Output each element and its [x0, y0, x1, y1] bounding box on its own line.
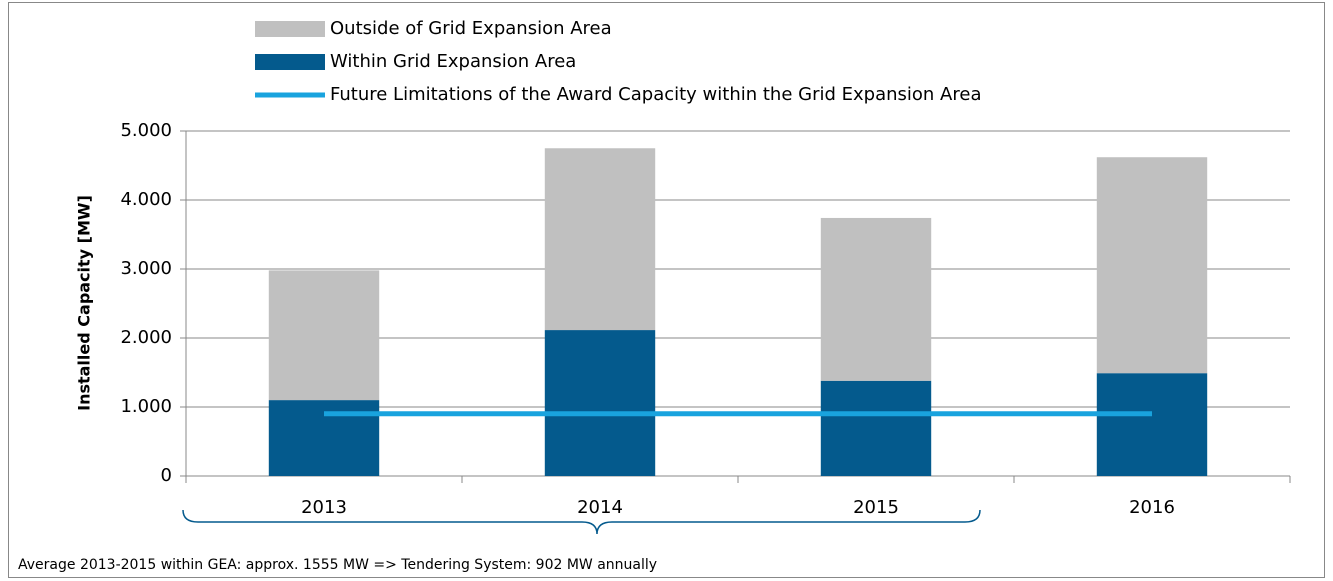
y-tick-label: 0: [161, 465, 172, 486]
bar: [1096, 373, 1208, 476]
legend-swatch: [255, 54, 325, 70]
bar: [820, 380, 932, 476]
bar: [820, 217, 932, 381]
y-tick-label: 2.000: [120, 327, 172, 348]
x-tick-label: 2015: [853, 497, 899, 518]
y-tick-label: 1.000: [120, 396, 172, 417]
annotation: Average 2013-2015 within GEA: approx. 15…: [18, 557, 657, 573]
y-tick-label: 3.000: [120, 258, 172, 279]
y-tick-label: 4.000: [120, 189, 172, 210]
y-axis-label: Installed Capacity [MW]: [75, 195, 94, 411]
bar: [268, 270, 380, 401]
x-tick-label: 2014: [577, 497, 623, 518]
legend-swatch: [255, 21, 325, 37]
x-tick-label: 2013: [301, 497, 347, 518]
x-tick-label: 2016: [1129, 497, 1175, 518]
legend-label: Within Grid Expansion Area: [330, 51, 576, 72]
bar: [544, 148, 656, 331]
bar: [544, 330, 656, 476]
y-tick-label: 5.000: [120, 120, 172, 141]
bar: [1096, 157, 1208, 374]
legend-label: Outside of Grid Expansion Area: [330, 18, 612, 39]
legend-label: Future Limitations of the Award Capacity…: [330, 84, 981, 105]
brace: [182, 509, 981, 535]
